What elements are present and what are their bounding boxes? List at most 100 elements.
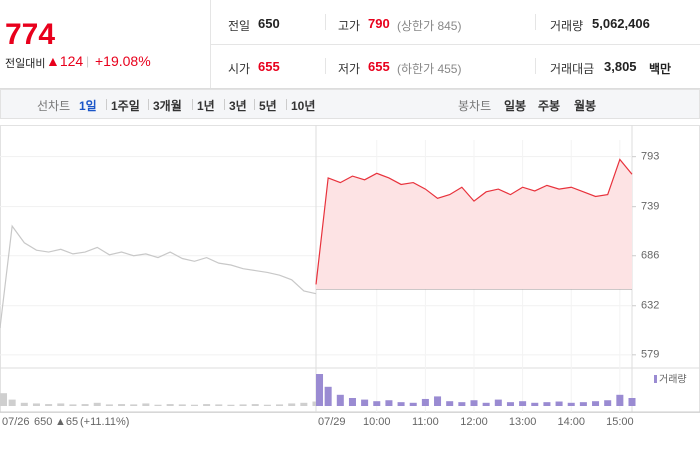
volume-bar — [555, 401, 563, 406]
volume-bar — [316, 374, 324, 406]
volume-bar — [142, 403, 150, 406]
volume-bar — [32, 403, 40, 406]
period-button[interactable]: 10년 — [291, 99, 316, 113]
stat-value: 655 — [368, 59, 390, 74]
period-button[interactable]: 3개월 — [153, 99, 182, 113]
header: 774 전일대비 ▲124 | +19.08% 전일 650 고가 790 (상한가 8… — [0, 0, 700, 89]
volume-bar — [434, 396, 442, 406]
volume-bar — [579, 402, 587, 406]
stat-extra: 백만 — [649, 62, 672, 76]
volume-bar — [470, 400, 478, 406]
separator — [286, 99, 287, 110]
candle-button[interactable]: 일봉 — [504, 99, 527, 113]
separator — [192, 99, 193, 110]
separator — [254, 99, 255, 110]
volume-bar — [531, 402, 539, 406]
separator — [106, 99, 107, 110]
stat-value: 3,805 — [604, 59, 637, 74]
stat-value: 650 — [258, 16, 280, 31]
candle-button[interactable]: 월봉 — [574, 99, 597, 113]
x-tick-label: 11:00 — [412, 416, 439, 428]
y-tick-label: 579 — [641, 349, 659, 361]
volume-bar — [348, 398, 356, 406]
change-label: 전일대비 — [5, 58, 46, 70]
volume-bar — [397, 402, 405, 406]
volume-bar — [494, 399, 502, 406]
stat-label: 거래량 — [550, 19, 584, 33]
volume-bar — [57, 403, 65, 406]
stat-label: 저가 — [338, 62, 361, 76]
price-line — [0, 224, 317, 329]
period-button[interactable]: 3년 — [229, 99, 247, 113]
separator: | — [86, 54, 90, 68]
y-tick-label: 632 — [641, 300, 659, 312]
volume-bar — [239, 404, 247, 406]
volume-bar — [616, 394, 624, 406]
divider — [535, 58, 536, 74]
volume-bar — [178, 404, 186, 406]
stat-extra: (상한가 845) — [397, 19, 462, 33]
volume-bar — [227, 404, 235, 406]
volume-bar — [0, 393, 8, 406]
volume-bar — [288, 403, 296, 406]
volume-bar — [190, 404, 198, 406]
volume-bar — [93, 402, 101, 406]
volume-bar — [69, 404, 77, 406]
x-tick-label: 15:00 — [606, 416, 634, 428]
volume-bar — [592, 401, 600, 406]
summary-pct: (+11.11%) — [80, 416, 129, 428]
stat-label: 고가 — [338, 19, 361, 33]
period-button[interactable]: 1주일 — [111, 99, 140, 113]
volume-bar — [421, 398, 429, 406]
x-tick-label: 13:00 — [509, 416, 537, 428]
volume-bar — [276, 404, 284, 406]
price-area — [316, 159, 632, 290]
volume-bar — [373, 401, 381, 406]
volume-bar — [251, 404, 259, 406]
volume-bar — [604, 400, 612, 406]
candle-chart-label: 봉차트 — [458, 99, 492, 113]
volume-bar — [324, 386, 332, 406]
volume-bar — [300, 402, 308, 406]
summary-change: ▲65 — [55, 416, 78, 428]
volume-bar — [482, 402, 490, 406]
date-label: 07/29 — [318, 416, 346, 428]
divider — [325, 14, 326, 30]
volume-bar — [45, 404, 53, 406]
change: ▲124 — [46, 53, 84, 69]
stat-value: 655 — [258, 59, 280, 74]
period-button[interactable]: 1일 — [79, 99, 97, 113]
volume-bar — [628, 398, 636, 406]
volume-bar — [446, 401, 454, 406]
y-tick-label: 793 — [641, 151, 659, 163]
legend-swatch — [654, 375, 657, 383]
volume-bar — [567, 402, 575, 406]
volume-bar — [203, 404, 211, 406]
volume-bar — [385, 400, 393, 406]
candle-button[interactable]: 주봉 — [538, 99, 561, 113]
separator — [224, 99, 225, 110]
divider — [325, 58, 326, 74]
volume-bar — [543, 402, 551, 406]
volume-bar — [154, 404, 162, 406]
period-button[interactable]: 5년 — [259, 99, 277, 113]
volume-bar — [20, 402, 28, 406]
divider — [535, 14, 536, 30]
volume-bar — [409, 402, 417, 406]
y-tick-label: 686 — [641, 250, 659, 262]
divider — [210, 44, 700, 45]
volume-bar — [263, 404, 271, 406]
volume-bar — [118, 404, 126, 406]
summary-close: 650 — [34, 416, 52, 428]
y-tick-label: 739 — [641, 201, 659, 213]
current-price: 774 — [5, 18, 56, 51]
stat-label: 전일 — [228, 19, 251, 33]
volume-bar — [336, 394, 344, 406]
volume-bar — [166, 404, 174, 406]
period-button[interactable]: 1년 — [197, 99, 215, 113]
volume-bar — [215, 404, 223, 406]
volume-bar — [361, 399, 369, 406]
stat-value: 5,062,406 — [592, 16, 650, 31]
